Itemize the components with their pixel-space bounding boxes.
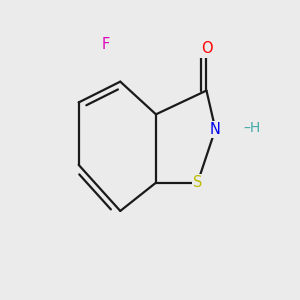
Text: S: S xyxy=(193,175,202,190)
Text: O: O xyxy=(201,41,212,56)
Text: N: N xyxy=(210,122,221,137)
Text: –H: –H xyxy=(244,121,261,135)
Text: F: F xyxy=(101,37,110,52)
